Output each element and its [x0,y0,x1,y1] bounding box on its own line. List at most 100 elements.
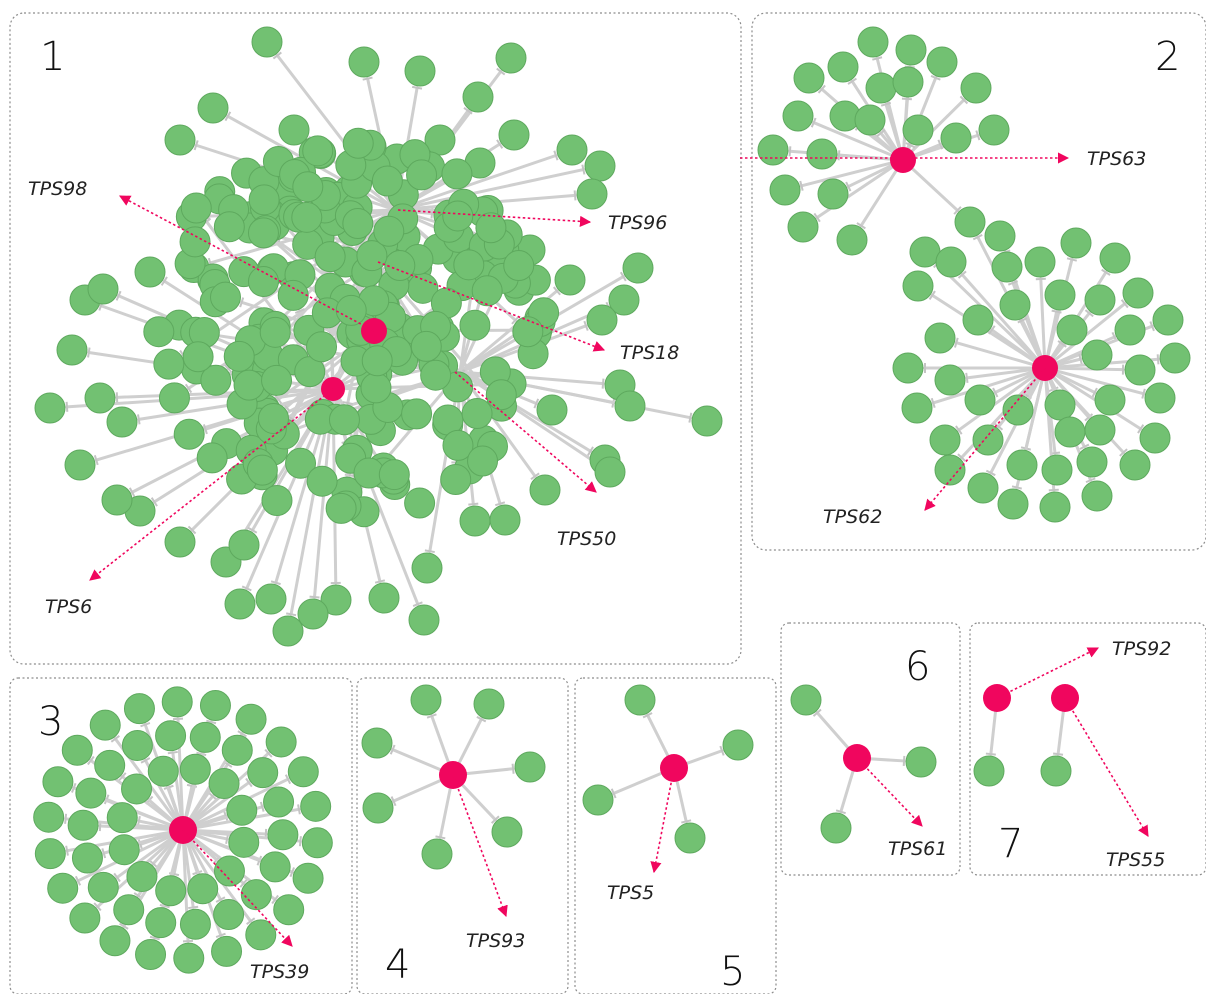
panel1-target-node [213,211,245,243]
panel1-outer-19-edge [458,370,598,465]
panel1-target-node [173,418,205,450]
panel1-outer-18-edge-inhibit-cap [587,446,594,456]
panel3-39-edge-inhibit-cap [74,875,82,886]
panel3-target-node [259,851,291,883]
panel3-target-node [147,755,179,787]
panel2a-8-edge [812,121,905,162]
panel1-target-node [373,215,405,247]
panel1-inner-207-edge-inhibit-cap [239,297,245,308]
panel2b-target-node [1139,422,1171,454]
panel2a-7-edge-inhibit-cap [959,95,969,105]
panel1-target-node [461,398,493,430]
panel1-target-node [467,445,499,477]
panel3-target-node [75,777,107,809]
panel1-outer-34-edge-inhibit-cap [93,455,99,466]
panel3-33-edge-inhibit-cap [246,917,256,925]
panel1-target-node [314,241,346,273]
panel5-1-edge-inhibit-cap [719,745,725,756]
panel2b-target-node [1002,394,1034,426]
target-nodes-layer [33,26,1191,974]
panel1-target-node [143,316,175,348]
panel4-0-edge-inhibit-cap [426,713,437,719]
panel1-target-node [475,212,507,244]
panel2b-target-node [1039,491,1071,523]
panel-7-number: 7 [998,821,1023,867]
panel3-target-node [213,855,245,887]
panel3-41-edge-inhibit-cap [64,813,68,824]
panel2a-target-node [940,122,972,154]
panel1-target-node [248,184,280,216]
panel6-1-edge-inhibit-cap [902,755,906,766]
panel3-target-node [187,873,219,905]
panel1-target-node [306,465,338,497]
panel1-target-node [306,331,338,363]
panel1-target-node [302,135,334,167]
panel1-outer-44-edge-inhibit-cap [533,398,540,409]
panel1-target-node [691,405,723,437]
panel2b-target-node [972,424,1004,456]
panel1-target-node [257,402,289,434]
panel2a-target-node [926,46,958,78]
panel3-target-node [108,834,140,866]
arrow-tps6 [89,388,334,581]
hub-label-tps50: TPS50 [557,528,616,550]
panel1-outer-15-edge-inhibit-cap [601,378,605,389]
panel3-5-edge-inhibit-cap [137,839,143,850]
panel1-outer-6-edge-inhibit-cap [193,140,199,151]
panel1-target-node [182,341,214,373]
panel-5-number: 5 [720,949,745,994]
panel2a-5-edge-inhibit-cap [880,101,892,107]
panel1-target-node [153,348,185,380]
panel2b-target-node [991,251,1023,283]
panel1-target-node [56,334,88,366]
panel1-outer-28-edge-inhibit-cap [241,585,252,592]
panel1-target-node [424,124,456,156]
arrow-tps50 [454,371,597,493]
panel2b-target-node [1006,449,1038,481]
panel1-outer-10-edge-inhibit-cap [581,164,586,175]
panel1-target-node [292,171,324,203]
panel4-4-edge-inhibit-cap [390,796,397,807]
panel5-3-edge-inhibit-cap [681,819,692,824]
panel3-target-node [89,709,121,741]
panel2b-target-node [984,220,1016,252]
panel1-inner-171-edge-inhibit-cap [294,308,305,314]
hub-label-tps98: TPS98 [28,178,87,200]
panel2b-target-node [934,364,966,396]
panel1-target-node [164,526,196,558]
panel4-target-node [421,838,453,870]
panel3-47-edge-inhibit-cap [206,719,217,725]
panel2b-target-node [1056,314,1088,346]
panel2b-target-node [997,488,1029,520]
panel4-2-edge-inhibit-cap [389,744,396,755]
panel1-outer-35-edge-inhibit-cap [65,401,69,412]
panel1-target-node [164,124,196,156]
arrow-tps61 [856,757,923,827]
panel1-target-node [556,134,588,166]
panel1-outer-14-edge-inhibit-cap [583,320,589,331]
panel2a-target-node [854,104,886,136]
panel2b-target-node [1044,389,1076,421]
panel2a-14-edge-inhibit-cap [799,180,804,191]
panel2b-target-node [1076,446,1108,478]
panel1-target-node [462,81,494,113]
panel4-6-edge-inhibit-cap [435,835,446,840]
panel2b-target-node [1060,227,1092,259]
panel3-target-node [71,842,103,874]
panel1-target-node [614,390,646,422]
panel1-outer-24-edge-inhibit-cap [374,579,386,584]
panel2b-24-edge-inhibit-cap [992,387,999,398]
panel1-outer-43-edge-inhibit-cap [494,501,506,507]
panel1-target-node [223,340,255,372]
panel1-outer-8-edge-inhibit-cap [496,139,504,149]
panel3-target-node [87,871,119,903]
panel4-target-node [362,792,394,824]
panel3-10-edge-inhibit-cap [208,792,218,801]
panel-3-number: 3 [38,699,63,745]
panel2b-15-edge-inhibit-cap [1149,321,1155,332]
panel4-3-edge-inhibit-cap [511,763,515,774]
panel3-20-edge-inhibit-cap [101,848,107,859]
panel2b-30-edge-inhibit-cap [994,422,1004,431]
panel2b-target-node [1081,480,1113,512]
panel2b-42-edge-inhibit-cap [1085,477,1096,484]
